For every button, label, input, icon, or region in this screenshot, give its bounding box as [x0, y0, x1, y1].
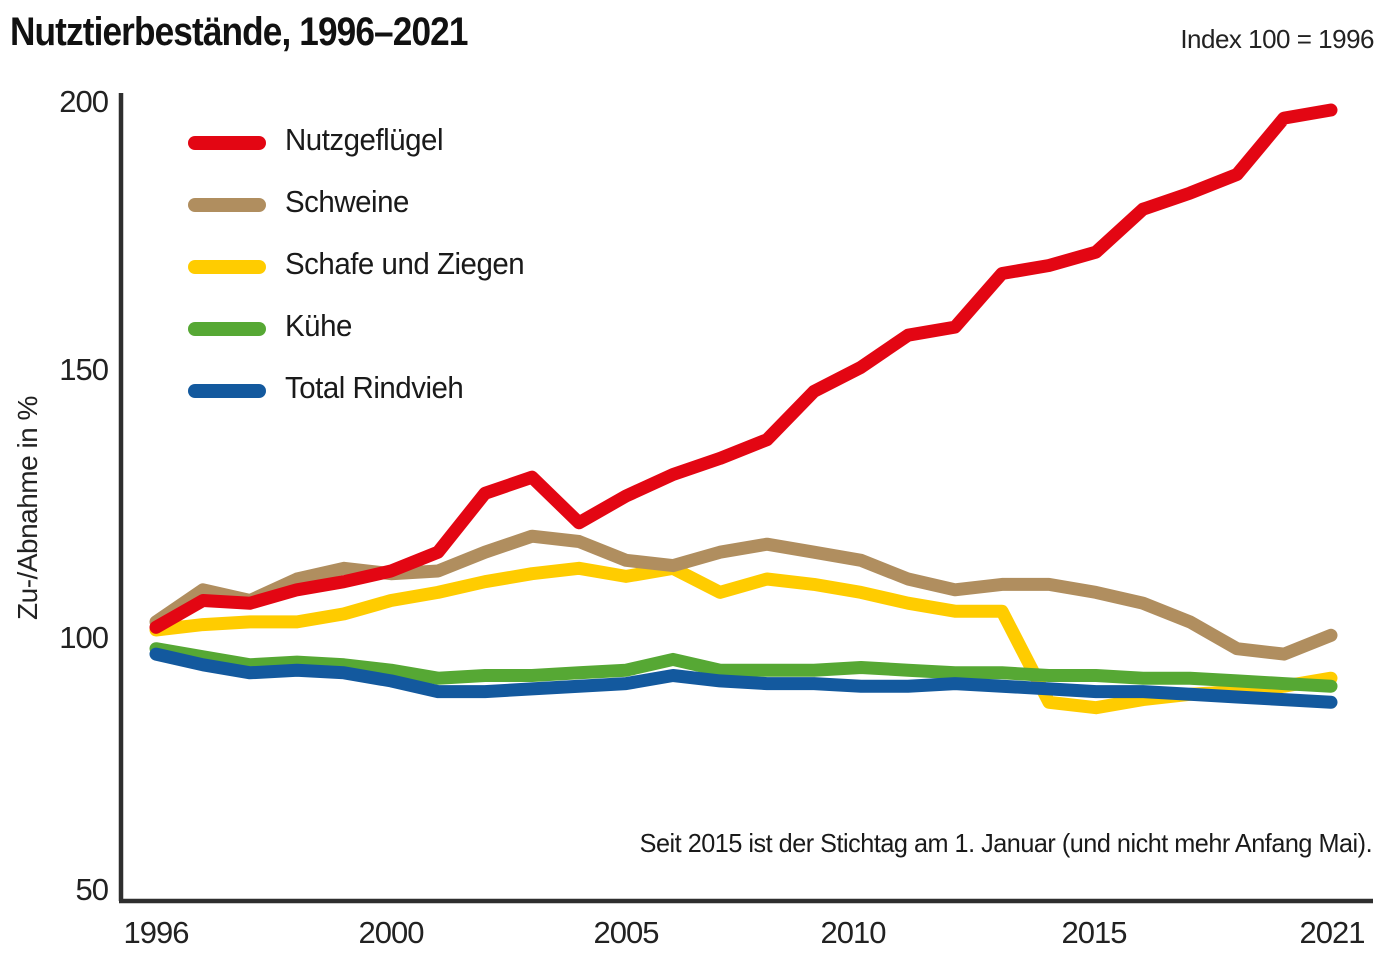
- y-tick-200: 200: [59, 84, 109, 119]
- x-tick-2000: 2000: [358, 915, 425, 950]
- legend-label-nutzgefluegel: Nutzgeflügel: [285, 122, 444, 157]
- chart-title: Nutztierbestände, 1996–2021: [10, 10, 468, 54]
- legend-label-kuehe: Kühe: [285, 308, 352, 343]
- series-line-3: [149, 642, 1338, 693]
- legend-swatch-schweine: [188, 198, 266, 212]
- x-tick-2021: 2021: [1299, 915, 1366, 950]
- series-line-4: [149, 647, 1338, 709]
- y-tick-50: 50: [75, 872, 109, 907]
- y-tick-100: 100: [59, 620, 109, 655]
- series-lines: [149, 103, 1338, 715]
- legend-swatch-kuehe: [188, 322, 266, 336]
- x-tick-2015: 2015: [1061, 915, 1128, 950]
- x-tick-1996: 1996: [123, 915, 190, 950]
- legend-swatch-total-rindvieh: [188, 384, 266, 398]
- x-tick-2005: 2005: [593, 915, 660, 950]
- y-tick-150: 150: [59, 352, 109, 387]
- series-line-1: [149, 529, 1338, 661]
- legend-label-total-rindvieh: Total Rindvieh: [285, 370, 464, 405]
- series-line-0: [149, 103, 1338, 634]
- series-line-2: [149, 561, 1338, 715]
- footnote-annotation: Seit 2015 ist der Stichtag am 1. Januar …: [639, 828, 1373, 858]
- legend-swatch-nutzgefluegel: [188, 136, 266, 150]
- index-note: Index 100 = 1996: [1180, 24, 1374, 54]
- legend-swatch-schafe-ziegen: [188, 260, 266, 274]
- legend-label-schweine: Schweine: [285, 184, 409, 219]
- x-tick-2010: 2010: [820, 915, 887, 950]
- legend-label-schafe-ziegen: Schafe und Ziegen: [285, 246, 525, 281]
